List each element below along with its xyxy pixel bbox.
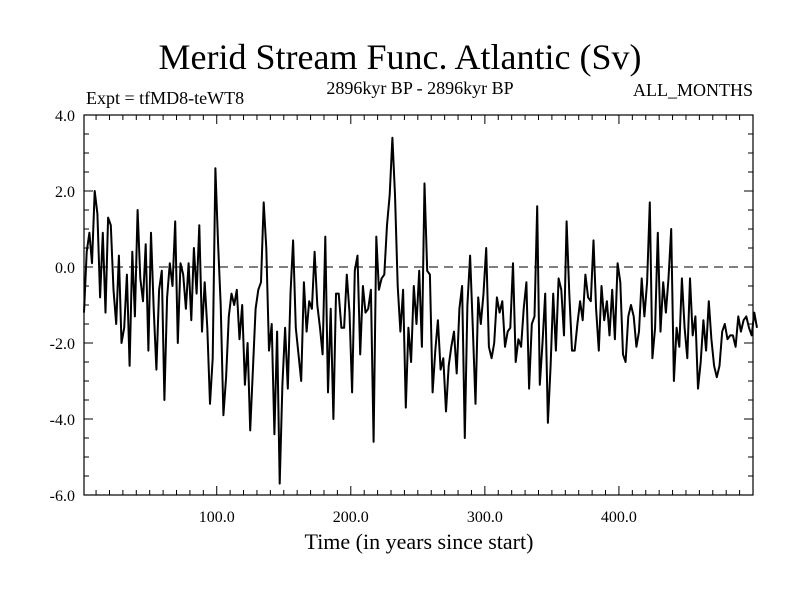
y-tick-label: 4.0 xyxy=(55,108,75,125)
x-tick-label: 200.0 xyxy=(333,509,369,526)
x-tick-label: 300.0 xyxy=(467,509,503,526)
y-tick-label: -4.0 xyxy=(50,412,75,429)
y-tick-label: 0.0 xyxy=(55,260,75,277)
y-tick-label: -2.0 xyxy=(50,336,75,353)
x-tick-label: 400.0 xyxy=(601,509,637,526)
plot-area xyxy=(83,114,758,496)
period-label: 2896kyr BP - 2896kyr BP xyxy=(326,78,514,98)
x-axis-label: Time (in years since start) xyxy=(305,529,534,554)
y-axis-ticks: -6.0 -4.0 -2.0 0.0 2.0 4.0 xyxy=(50,108,753,505)
y-tick-label: 2.0 xyxy=(55,184,75,201)
chart-title: Merid Stream Func. Atlantic (Sv) xyxy=(158,37,642,77)
months-label: ALL_MONTHS xyxy=(633,80,753,100)
x-axis-ticks: 100.0 200.0 300.0 400.0 xyxy=(95,115,741,526)
data-series-line xyxy=(83,136,758,485)
y-tick-label: -6.0 xyxy=(50,488,75,505)
experiment-label: Expt = tfMD8-teWT8 xyxy=(86,88,245,108)
x-tick-label: 100.0 xyxy=(199,509,235,526)
plot-frame xyxy=(83,114,754,496)
